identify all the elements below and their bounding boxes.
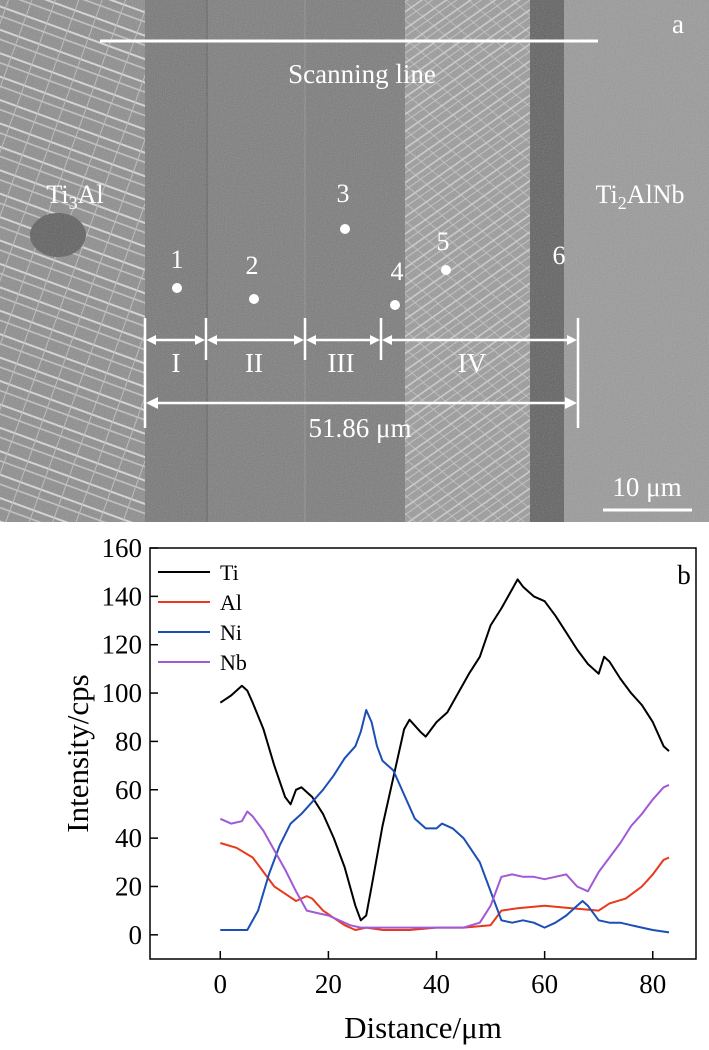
- point-6-label: 6: [553, 241, 566, 270]
- point-2-label: 2: [246, 251, 259, 280]
- legend-label-ti: Ti: [220, 560, 239, 585]
- x-tick-label: 80: [639, 969, 666, 999]
- ti2alnb-label: Ti2AlNb: [596, 180, 685, 213]
- series-line-nb: [219, 783, 670, 929]
- x-tick-label: 60: [531, 969, 558, 999]
- zone-i-label: I: [172, 348, 181, 378]
- legend-label-nb: Nb: [220, 650, 247, 675]
- point-1-label: 1: [171, 245, 184, 274]
- point-4-dot: [390, 300, 400, 310]
- x-tick-label: 0: [214, 969, 228, 999]
- point-1-dot: [172, 283, 182, 293]
- axis-ticks: 0 20 40 60 80 0 20 40 60 80 100 120 140 160: [102, 533, 667, 999]
- y-tick-label: 100: [102, 678, 143, 708]
- zone-iii-label: III: [328, 348, 355, 378]
- series-lines: [219, 578, 670, 934]
- series-line-al: [220, 842, 670, 931]
- y-tick-label: 120: [102, 630, 143, 660]
- legend-label-al: Al: [220, 590, 242, 615]
- sem-noise-overlay: [0, 0, 709, 522]
- point-5-label: 5: [437, 227, 450, 256]
- y-tick-label: 0: [129, 920, 143, 950]
- zone-markers: [143, 318, 580, 428]
- arrowheads: [146, 335, 577, 409]
- x-tick-label: 20: [315, 969, 342, 999]
- point-5-dot: [441, 265, 451, 275]
- y-tick-label: 40: [115, 823, 142, 853]
- total-width-label: 51.86 μm: [309, 413, 412, 443]
- point-3-label: 3: [337, 179, 350, 208]
- scanning-line-label: Scanning line: [288, 59, 436, 89]
- panel-b-letter: b: [677, 560, 691, 590]
- y-tick-label: 160: [102, 533, 143, 563]
- point-4-label: 4: [391, 257, 404, 286]
- zone-ii-label: II: [245, 348, 263, 378]
- series-line-ni: [220, 709, 670, 934]
- y-axis-label: Intensity/cps: [60, 674, 95, 832]
- sem-micrograph: Scanning line a Ti3Al Ti2AlNb 1 2 3 4 5 …: [0, 0, 709, 522]
- y-tick-label: 60: [115, 775, 142, 805]
- sem-micrograph-panel: Scanning line a Ti3Al Ti2AlNb 1 2 3 4 5 …: [0, 0, 709, 522]
- y-tick-label: 20: [115, 871, 142, 901]
- series-line-ti: [219, 578, 670, 922]
- scale-bar-label: 10 μm: [612, 472, 681, 502]
- point-2-dot: [249, 294, 259, 304]
- plot-frame: [149, 547, 697, 960]
- point-3-dot: [340, 224, 350, 234]
- y-tick-label: 80: [115, 726, 142, 756]
- x-tick-label: 40: [423, 969, 450, 999]
- y-tick-label: 140: [102, 581, 143, 611]
- legend-label-ni: Ni: [220, 620, 242, 645]
- panel-a-letter: a: [672, 9, 684, 39]
- legend: Ti Al Ni Nb: [158, 560, 247, 675]
- line-scan-chart: 0 20 40 60 80 0 20 40 60 80 100 120 140 160 Ti Al Ni Nb …: [0, 522, 709, 1050]
- zone-iv-label: IV: [458, 348, 487, 378]
- ti3al-label: Ti3Al: [46, 180, 103, 213]
- x-axis-label: Distance/μm: [344, 1010, 502, 1045]
